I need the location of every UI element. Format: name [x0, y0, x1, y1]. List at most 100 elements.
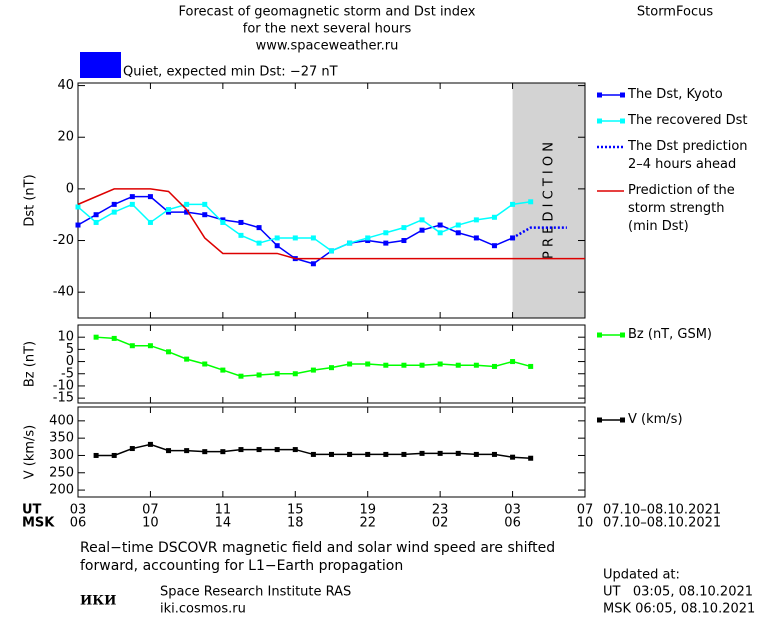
y-axis-label: Dst (nT) — [23, 174, 38, 226]
data-point — [528, 363, 534, 369]
data-point — [455, 362, 461, 368]
data-point — [528, 455, 534, 461]
y-tick-label: -10 — [53, 378, 74, 393]
y-tick-label: 350 — [49, 431, 74, 446]
data-point — [491, 214, 497, 220]
updated-line: UT 03:05, 08.10.2021 — [603, 585, 753, 600]
data-point — [111, 335, 117, 341]
x2-tick-label: 10 — [142, 516, 159, 531]
x-tick-label: 23 — [432, 503, 449, 518]
x-tick-label: 03 — [504, 503, 521, 518]
data-point — [256, 240, 262, 246]
data-point — [184, 356, 190, 362]
data-point — [401, 225, 407, 231]
prediction-region — [512, 83, 585, 318]
legend-marker — [597, 332, 602, 338]
date-range: 07.10–08.10.2021 — [603, 516, 721, 531]
data-point — [365, 238, 371, 244]
data-point — [75, 222, 81, 228]
y-tick-label: -20 — [53, 233, 74, 248]
data-point — [220, 219, 226, 225]
data-point — [93, 219, 99, 225]
data-point — [166, 448, 172, 454]
data-point — [111, 452, 117, 458]
plot-frame — [77, 82, 586, 319]
data-point — [310, 261, 316, 267]
y-tick-label: 5 — [66, 342, 74, 357]
data-point — [383, 451, 389, 457]
y-tick-label: 0 — [66, 354, 74, 369]
data-point — [129, 201, 135, 207]
legend-marker — [620, 332, 625, 338]
data-point — [473, 217, 479, 223]
data-point — [329, 365, 334, 371]
x-axis-label: UT — [22, 503, 42, 518]
legend-label: Bz (nT, GSM) — [628, 327, 713, 342]
footer-note: Real−time DSCOVR magnetic field and sola… — [80, 540, 556, 574]
data-point — [111, 209, 117, 215]
data-point — [202, 449, 208, 455]
x2-tick-label: 18 — [287, 516, 304, 531]
data-point — [437, 222, 443, 228]
title-line: www.spaceweather.ru — [256, 39, 399, 54]
data-point — [75, 204, 81, 210]
data-point — [365, 235, 371, 241]
data-point — [347, 240, 353, 246]
legend-label: The Dst prediction 2–4 hours ahead — [628, 139, 748, 172]
data-point — [365, 451, 371, 457]
data-point — [256, 372, 262, 378]
site: iki.cosmos.ru — [160, 602, 246, 617]
legend-marker — [597, 92, 602, 98]
data-point — [437, 230, 443, 236]
data-point — [274, 235, 280, 241]
data-point — [111, 201, 117, 207]
brand: StormFocus — [637, 5, 713, 20]
data-point — [419, 362, 425, 368]
legend-marker — [620, 118, 625, 124]
series-line — [77, 201, 531, 252]
legend-label: V (km/s) — [628, 412, 683, 427]
x2-tick-label: 06 — [70, 516, 87, 531]
data-point — [202, 212, 208, 218]
data-point — [238, 219, 244, 225]
x-tick-label: 03 — [70, 503, 87, 518]
data-point — [473, 451, 479, 457]
data-point — [129, 446, 135, 452]
x-tick-label: 07 — [577, 503, 594, 518]
data-point — [310, 235, 316, 241]
plot-frame — [77, 406, 586, 498]
legend-marker — [620, 92, 625, 98]
data-point — [292, 447, 298, 453]
data-point — [129, 343, 135, 349]
data-point — [93, 452, 99, 458]
x2-tick-label: 02 — [432, 516, 449, 531]
data-point — [184, 201, 190, 207]
data-point — [419, 450, 425, 456]
y-tick-label: 40 — [57, 78, 74, 93]
data-point — [473, 362, 479, 368]
data-point — [220, 217, 226, 223]
data-point — [528, 199, 534, 205]
data-point — [93, 334, 99, 340]
y-tick-label: -40 — [53, 285, 74, 300]
x2-tick-label: 14 — [215, 516, 232, 531]
x2-axis-label: MSK — [22, 516, 55, 531]
data-point — [473, 235, 479, 241]
data-point — [455, 222, 461, 228]
data-point — [510, 359, 516, 365]
data-point — [347, 361, 353, 367]
data-point — [93, 212, 99, 218]
data-point — [365, 361, 371, 367]
x2-tick-label: 10 — [577, 516, 594, 531]
data-point — [491, 363, 497, 369]
data-point — [383, 240, 389, 246]
legend-label: The Dst, Kyoto — [628, 87, 723, 102]
data-point — [166, 349, 172, 355]
updated-line: Updated at: — [603, 568, 680, 583]
data-point — [202, 201, 208, 207]
data-point — [401, 451, 407, 457]
data-point — [147, 194, 153, 200]
data-point — [274, 371, 280, 377]
